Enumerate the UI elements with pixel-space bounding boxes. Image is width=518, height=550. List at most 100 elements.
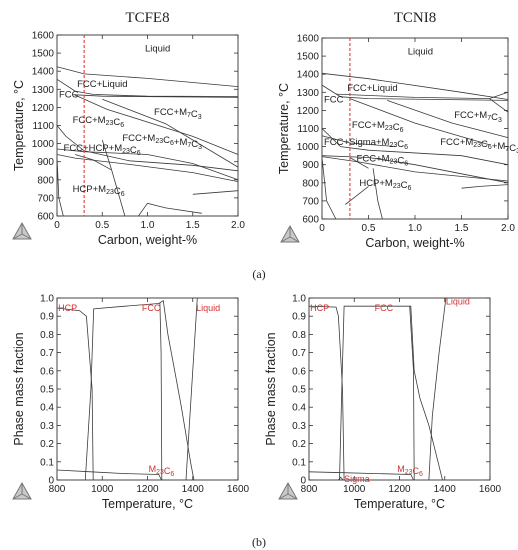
phase-label: HCP <box>310 303 329 313</box>
logo-line <box>21 233 32 240</box>
x-tick-label: 1400 <box>182 484 205 495</box>
x-tick-label: 0.5 <box>95 220 109 231</box>
y-tick-label: 1200 <box>297 106 320 117</box>
x-tick-label: 1000 <box>91 484 114 495</box>
phase-label: FCC <box>142 303 161 313</box>
y-tick-label: 0.5 <box>292 385 306 396</box>
y-tick-label: 800 <box>37 175 54 186</box>
x-tick-label: 1.0 <box>141 220 155 231</box>
y-tick-label: 1500 <box>297 52 320 63</box>
phase-label: Sigma <box>344 474 370 484</box>
series-line-fcc <box>339 305 443 481</box>
phase-boundary-line <box>192 190 239 195</box>
region-label: FCC+M23C6 <box>73 115 125 129</box>
logo-line <box>12 233 23 240</box>
phase-boundary-line <box>159 302 163 481</box>
logo-line <box>280 236 291 243</box>
y-axis-label: Temperature, °C <box>12 80 26 171</box>
plot-frame <box>56 297 239 481</box>
x-tick-label: 0.5 <box>362 223 376 234</box>
y-tick-label: 0.9 <box>292 312 306 323</box>
logo-line <box>21 493 32 500</box>
phase-boundary-line <box>102 98 239 168</box>
phase-boundary-line <box>386 100 509 138</box>
phase-boundary-line <box>56 154 239 182</box>
x-tick-label: 1000 <box>343 484 366 495</box>
x-tick-label: 0 <box>319 223 325 234</box>
y-tick-label: 0.5 <box>40 385 54 396</box>
x-tick-label: 1400 <box>434 484 457 495</box>
y-tick-label: 0.2 <box>292 439 306 450</box>
y-tick-label: 0.7 <box>292 348 306 359</box>
y-tick-label: 1400 <box>32 67 55 78</box>
phase-boundary-line <box>56 78 239 97</box>
chart-panel-3: 0 0.1 0.2 0.3 0.4 0.5 0.6 0.7 0.8 0.9 1.0 800 1000 12… <box>12 294 250 512</box>
phase-boundary-line <box>489 98 509 113</box>
x-tick-label: 1.5 <box>186 220 200 231</box>
y-tick-label: 700 <box>302 196 319 207</box>
region-label: FCC+Liquid <box>347 83 397 94</box>
x-axis-label: Temperature, °C <box>102 497 193 511</box>
logo-line <box>12 493 23 500</box>
y-axis-label: Phase mass fraction <box>264 332 278 445</box>
phase-boundary-line <box>372 168 383 220</box>
y-tick-label: 1200 <box>32 103 55 114</box>
y-tick-label: 0.8 <box>292 330 306 341</box>
phase-boundary-line <box>321 72 509 100</box>
chart-panel-2: TCNI8 600 700 800 900 1000 1100 1200 1300 1400 150… <box>277 10 518 250</box>
plot-frame <box>308 297 491 481</box>
y-tick-label: 0.2 <box>40 439 54 450</box>
phase-boundary-line <box>101 139 126 217</box>
logo-line <box>287 493 298 500</box>
y-tick-label: 0.1 <box>40 457 54 468</box>
logo-line <box>278 493 289 500</box>
region-label: HCP+M23C6 <box>359 178 411 192</box>
y-tick-label: 900 <box>37 157 54 168</box>
phase-boundary-line <box>321 128 509 166</box>
phase-boundary-line <box>321 84 509 101</box>
x-axis-label: Temperature, °C <box>354 497 445 511</box>
phase-boundary-line <box>74 94 239 155</box>
thermo-calc-logo-2 <box>280 224 300 243</box>
y-tick-label: 0.6 <box>40 366 54 377</box>
x-axis-label: Carbon, weight-% <box>365 236 464 250</box>
x-tick-label: 2.0 <box>231 220 245 231</box>
y-axis-label: Phase mass fraction <box>12 332 26 445</box>
y-tick-label: 0.4 <box>40 403 54 414</box>
phase-boundary-line <box>321 155 509 184</box>
region-label: FCC+Liquid <box>77 79 127 90</box>
phase-boundary-line <box>345 186 369 205</box>
y-tick-label: 1100 <box>297 124 319 135</box>
phase-label: M23C6 <box>149 464 175 478</box>
y-tick-label: 0.3 <box>292 421 306 432</box>
region-label: FCC+M23C6 <box>357 153 409 167</box>
region-label: FCC+M23C6 <box>352 120 404 134</box>
phase-boundary-line <box>56 66 239 87</box>
y-tick-label: 1100 <box>32 121 54 132</box>
y-tick-label: 0.7 <box>40 348 54 359</box>
phase-boundary-line <box>349 157 369 169</box>
series-line-liquid <box>185 297 198 481</box>
y-tick-label: 800 <box>302 178 319 189</box>
y-tick-label: 1600 <box>297 34 320 45</box>
y-tick-label: 1400 <box>297 70 320 81</box>
y-tick-label: 0 <box>300 476 306 487</box>
series-line-m23c6 <box>56 469 162 481</box>
phase-label: M23C6 <box>397 464 423 478</box>
thermo-calc-logo-1 <box>12 221 32 240</box>
caption-a: (a) <box>252 267 265 281</box>
series-line-m23c6 <box>308 471 414 481</box>
phase-boundary-line <box>335 91 509 100</box>
y-tick-label: 0 <box>48 476 54 487</box>
y-tick-label: 1300 <box>32 85 55 96</box>
thermo-calc-logo-4 <box>278 481 298 500</box>
x-tick-label: 800 <box>49 484 66 495</box>
phase-boundary-line <box>321 156 509 182</box>
y-tick-label: 0.6 <box>292 366 306 377</box>
series-line-hcp <box>308 305 345 481</box>
y-tick-label: 0.3 <box>40 421 54 432</box>
x-tick-label: 1600 <box>227 484 250 495</box>
thermo-calc-logo-3 <box>12 481 32 500</box>
region-label: FCC+M23C6+M7C3 <box>122 133 202 151</box>
series-line-sigma <box>338 476 344 481</box>
